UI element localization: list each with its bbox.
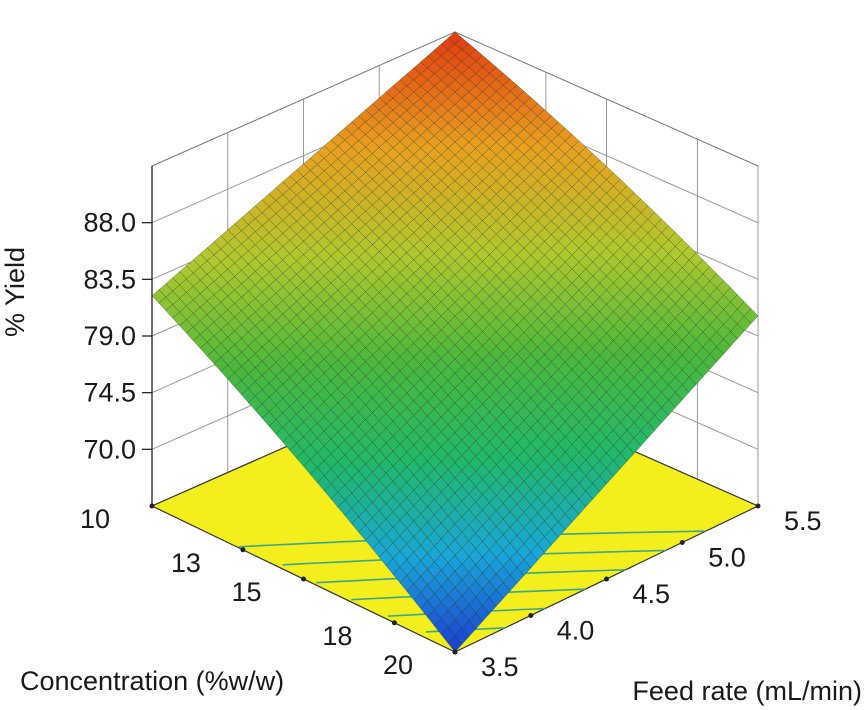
x-tick-label: 10 [80, 504, 110, 534]
surface-cell [447, 635, 463, 653]
z-axis-label: % Yield [0, 247, 30, 337]
z-tick-label: 88.0 [83, 208, 136, 238]
y-axis-label: Feed rate (mL/min) [632, 676, 862, 706]
x-tick-label: 13 [171, 548, 201, 578]
y-tick-label: 4.0 [557, 616, 595, 646]
x-tick [149, 503, 155, 509]
z-tick-label: 79.0 [83, 321, 136, 351]
y-tick-label: 3.5 [481, 652, 519, 682]
y-tick-label: 4.5 [633, 579, 671, 609]
y-tick [679, 540, 685, 545]
x-tick-label: 20 [383, 650, 413, 680]
x-tick-label: 18 [322, 621, 352, 651]
y-tick [452, 649, 458, 655]
y-tick [604, 576, 609, 582]
axes: 88.0 83.5 79.0 74.5 70.0 10 13 15 18 20 3.5 4.0 4.5 5… [80, 166, 822, 682]
z-tick-label: 70.0 [83, 434, 136, 464]
z-tick-label: 83.5 [83, 264, 136, 294]
y-tick [755, 503, 761, 509]
x-tick [301, 576, 306, 582]
x-axis-label: Concentration (%w/w) [20, 666, 284, 696]
x-tick [391, 620, 397, 626]
z-tick-label: 74.5 [83, 378, 136, 408]
response-surface [151, 31, 759, 653]
y-tick-label: 5.5 [784, 506, 822, 536]
x-tick-label: 15 [231, 577, 261, 607]
y-tick-label: 5.0 [708, 543, 746, 573]
x-tick [240, 547, 246, 553]
y-tick [528, 613, 534, 618]
